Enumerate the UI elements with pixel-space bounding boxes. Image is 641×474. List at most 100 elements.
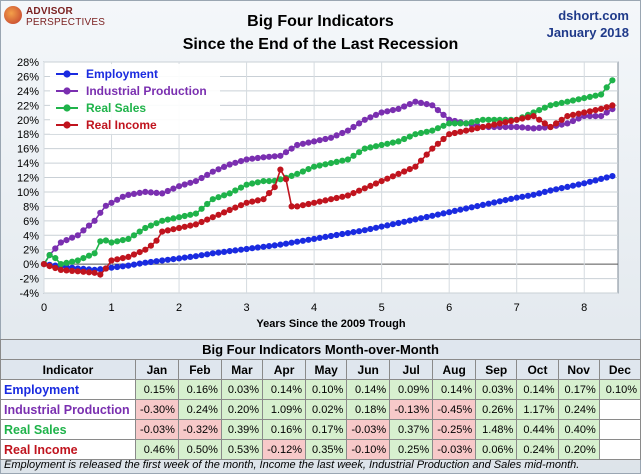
table-cell: 0.40%: [557, 419, 600, 440]
series-point: [524, 114, 532, 121]
series-point: [401, 135, 408, 143]
series-point: [372, 111, 380, 118]
series-point: [417, 129, 425, 137]
series-point: [221, 163, 228, 170]
series-point: [412, 98, 419, 105]
series-point: [322, 135, 329, 143]
series-point: [463, 127, 470, 134]
series-point: [468, 204, 475, 211]
series-point: [74, 268, 81, 275]
series-point: [575, 96, 582, 103]
table-cell: 0.14%: [432, 379, 477, 400]
series-point: [125, 191, 132, 198]
table-cell: 0.16%: [177, 379, 222, 400]
series-point: [536, 116, 543, 123]
series-point: [457, 120, 464, 127]
series-point: [288, 203, 295, 210]
series-point: [609, 77, 616, 84]
table-header-row: Indicator Jan Feb Mar Apr May Jun Jul Aug Sep Oct N…: [0, 359, 641, 380]
series-point: [429, 212, 436, 219]
series-point: [558, 185, 565, 192]
series-point: [170, 185, 177, 192]
series-point: [260, 154, 267, 161]
series-point: [153, 220, 160, 227]
table-cell: 0.18%: [346, 399, 391, 420]
series-point: [378, 141, 385, 149]
chart-subtitle: Since the End of the Last Recession: [182, 36, 459, 53]
series-point: [451, 207, 458, 214]
series-point: [603, 84, 610, 91]
series-point: [153, 189, 160, 196]
series-point: [586, 113, 594, 120]
series-point: [85, 269, 93, 276]
series-point: [423, 213, 430, 221]
column-header: Jul: [389, 359, 434, 380]
series-point: [553, 120, 560, 127]
series-point: [254, 179, 261, 186]
series-point: [282, 176, 290, 183]
series-point: [237, 158, 245, 165]
series-point: [558, 121, 565, 128]
series-point: [299, 202, 306, 209]
series-point: [519, 193, 526, 200]
series-point: [311, 163, 318, 170]
logo-mark-icon: [4, 6, 22, 24]
table-cell: [598, 439, 641, 460]
series-point: [147, 242, 154, 249]
series-point: [215, 211, 222, 218]
line-chart: -4% -2% 0% 2% 4% 6% 8% 10% 12% 14% 16% 18% 20% 22% 24%…: [17, 57, 619, 330]
series-point: [170, 226, 177, 233]
series-point: [327, 232, 335, 240]
series-point: [569, 97, 577, 104]
table-cell: -0.03%: [346, 419, 391, 440]
series-point: [164, 256, 171, 263]
series-point: [311, 138, 318, 145]
series-point: [412, 163, 419, 170]
legend-swatch-point: [63, 104, 71, 112]
series-point: [226, 206, 233, 214]
series-point: [294, 170, 301, 177]
table-cell: 0.39%: [220, 419, 264, 440]
table-cell: 0.14%: [346, 379, 391, 400]
series-point: [434, 125, 441, 132]
series-point: [153, 237, 160, 244]
series-point: [114, 238, 121, 245]
series-point: [142, 246, 149, 253]
series-point: [237, 246, 245, 253]
series-point: [243, 181, 250, 188]
series-point: [524, 192, 532, 199]
series-point: [530, 125, 537, 132]
series-point: [569, 111, 577, 118]
x-tick-label: 8: [581, 302, 587, 314]
column-header: Oct: [516, 359, 559, 380]
series-point: [547, 123, 554, 131]
series-point: [52, 245, 59, 252]
table-cell: -0.32%: [177, 419, 222, 440]
series-point: [198, 218, 205, 226]
series-point: [333, 158, 340, 165]
series-point: [586, 93, 594, 100]
series-point: [136, 228, 143, 235]
series-point: [372, 143, 380, 150]
series-point: [446, 209, 453, 216]
series-point: [485, 116, 492, 123]
series-point: [176, 214, 183, 221]
series-point: [367, 144, 374, 151]
series-point: [69, 267, 76, 274]
series-point: [147, 258, 154, 266]
series-point: [429, 127, 436, 134]
series-point: [541, 120, 548, 127]
y-tick-label: 12%: [17, 173, 39, 185]
series-point: [423, 128, 430, 135]
series-point: [361, 185, 368, 192]
series-point: [294, 141, 301, 149]
series-point: [159, 190, 166, 197]
series-point: [249, 180, 256, 187]
series-point: [536, 124, 543, 131]
series-point: [91, 217, 98, 224]
series-point: [181, 212, 188, 220]
table-cell: -0.03%: [134, 419, 179, 440]
series-point: [187, 179, 194, 186]
series-point: [389, 107, 396, 114]
series-point: [249, 155, 256, 162]
